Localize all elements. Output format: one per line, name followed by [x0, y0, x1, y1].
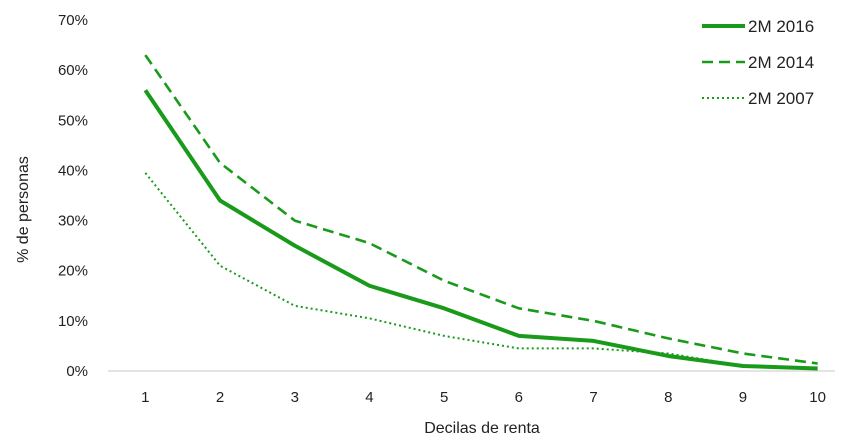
x-tick-label: 6	[515, 389, 523, 406]
series-line-1	[143, 89, 818, 371]
y-tick-label: 20%	[58, 263, 88, 280]
y-tick-label: 0%	[66, 363, 88, 380]
y-tick-label: 10%	[58, 313, 88, 330]
x-tick-label: 1	[141, 389, 149, 406]
legend: 2M 2016 2M 2014 2M 2007	[702, 17, 814, 108]
x-tick-label: 3	[291, 389, 299, 406]
y-tick-label: 70%	[58, 12, 88, 29]
x-axis-ticks: 1 2 3 4 5 6 7 8 9 10	[141, 389, 826, 406]
y-axis-title: % de personas	[15, 156, 32, 263]
legend-label: 2M 2014	[748, 53, 814, 72]
series-line-2	[144, 54, 818, 365]
x-tick-label: 4	[365, 389, 373, 406]
y-tick-label: 60%	[58, 62, 88, 79]
y-axis-ticks: 0% 10% 20% 30% 40% 50% 60% 70%	[58, 12, 88, 380]
legend-label: 2M 2016	[748, 17, 814, 36]
series-lines	[143, 54, 818, 371]
y-tick-label: 40%	[58, 162, 88, 179]
x-tick-label: 10	[809, 389, 826, 406]
series-line-3	[144, 172, 818, 370]
x-tick-label: 5	[440, 389, 448, 406]
legend-label: 2M 2007	[748, 89, 814, 108]
x-tick-label: 9	[739, 389, 747, 406]
x-axis-title: Decilas de renta	[424, 420, 540, 437]
x-tick-label: 8	[664, 389, 672, 406]
y-tick-label: 50%	[58, 112, 88, 129]
x-tick-label: 2	[216, 389, 224, 406]
y-tick-label: 30%	[58, 213, 88, 230]
x-tick-label: 7	[589, 389, 597, 406]
